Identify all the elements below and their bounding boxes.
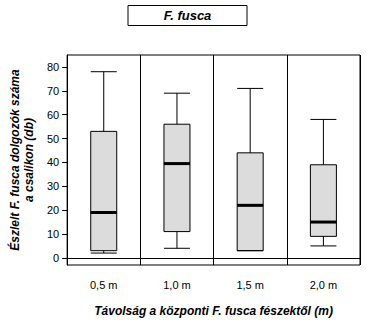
- svg-text:60: 60: [47, 109, 59, 121]
- svg-text:F. fusca: F. fusca: [164, 8, 212, 23]
- svg-text:50: 50: [47, 133, 59, 145]
- svg-text:1,5 m: 1,5 m: [236, 279, 264, 291]
- svg-text:30: 30: [47, 180, 59, 192]
- svg-text:80: 80: [47, 61, 59, 73]
- svg-text:1,0 m: 1,0 m: [163, 279, 191, 291]
- svg-text:40: 40: [47, 156, 59, 168]
- svg-text:a csalikon (db): a csalikon (db): [22, 118, 36, 202]
- svg-text:20: 20: [47, 204, 59, 216]
- svg-text:0: 0: [53, 252, 59, 264]
- svg-text:10: 10: [47, 228, 59, 240]
- svg-text:0,5 m: 0,5 m: [90, 279, 118, 291]
- svg-text:Távolság a központi F. fusca f: Távolság a központi F. fusca fészektől (…: [94, 304, 333, 318]
- svg-text:70: 70: [47, 85, 59, 97]
- svg-text:2,0 m: 2,0 m: [310, 279, 338, 291]
- svg-text:Észlelt F. fusca dolgozók szám: Észlelt F. fusca dolgozók száma: [7, 69, 22, 251]
